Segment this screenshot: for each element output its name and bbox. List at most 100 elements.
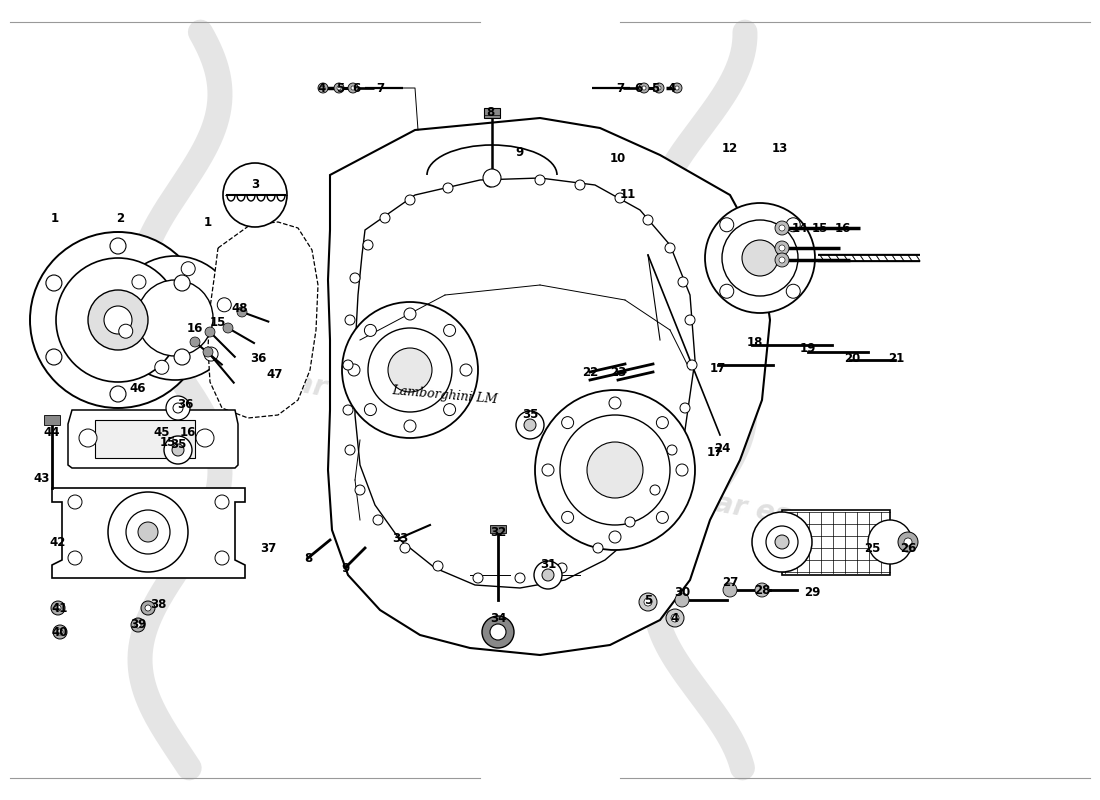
Circle shape [483, 169, 500, 187]
Circle shape [723, 583, 737, 597]
Circle shape [30, 232, 206, 408]
Circle shape [557, 563, 566, 573]
Circle shape [68, 551, 82, 565]
Circle shape [55, 605, 60, 611]
Circle shape [138, 522, 158, 542]
Text: 18: 18 [747, 335, 763, 349]
Text: 12: 12 [722, 142, 738, 154]
Text: 31: 31 [540, 558, 557, 571]
Circle shape [119, 324, 133, 338]
Text: 23: 23 [609, 366, 626, 378]
Circle shape [173, 403, 183, 413]
Circle shape [666, 609, 684, 627]
Circle shape [46, 349, 62, 365]
Circle shape [379, 213, 390, 223]
Circle shape [516, 411, 544, 439]
Text: 20: 20 [844, 351, 860, 365]
Circle shape [56, 258, 180, 382]
Circle shape [473, 573, 483, 583]
Circle shape [343, 405, 353, 415]
Circle shape [443, 325, 455, 337]
Circle shape [405, 195, 415, 205]
Text: 26: 26 [900, 542, 916, 554]
Circle shape [364, 403, 376, 415]
Circle shape [443, 403, 455, 415]
Text: 37: 37 [260, 542, 276, 554]
Circle shape [755, 583, 769, 597]
Circle shape [644, 215, 653, 225]
Circle shape [141, 601, 155, 615]
Circle shape [560, 415, 670, 525]
Circle shape [515, 573, 525, 583]
Circle shape [145, 605, 151, 611]
Text: 36: 36 [177, 398, 194, 411]
Text: 11: 11 [620, 189, 636, 202]
Circle shape [400, 543, 410, 553]
Circle shape [164, 436, 192, 464]
Text: 8: 8 [486, 106, 494, 118]
Circle shape [214, 551, 229, 565]
Circle shape [657, 511, 669, 523]
Circle shape [675, 86, 679, 90]
Text: 25: 25 [864, 542, 880, 554]
Circle shape [131, 618, 145, 632]
Circle shape [113, 256, 236, 380]
Bar [44, 415, 60, 425]
Text: 46: 46 [130, 382, 146, 394]
Text: 13: 13 [772, 142, 788, 154]
Circle shape [688, 360, 697, 370]
Text: 36: 36 [250, 351, 266, 365]
Circle shape [345, 315, 355, 325]
Circle shape [342, 302, 478, 438]
Text: 6: 6 [352, 82, 360, 94]
Circle shape [667, 445, 676, 455]
Text: 44: 44 [44, 426, 60, 438]
Circle shape [321, 86, 324, 90]
Circle shape [218, 298, 231, 312]
Circle shape [404, 308, 416, 320]
Circle shape [654, 83, 664, 93]
Circle shape [776, 241, 789, 255]
Circle shape [110, 238, 126, 254]
Circle shape [485, 177, 495, 187]
Circle shape [214, 495, 229, 509]
Text: 16: 16 [179, 426, 196, 438]
Circle shape [190, 337, 200, 347]
Text: 2: 2 [116, 211, 124, 225]
Circle shape [524, 419, 536, 431]
Circle shape [898, 532, 918, 552]
Text: Lamborghini LM: Lamborghini LM [392, 384, 498, 406]
Circle shape [337, 86, 341, 90]
Text: 7: 7 [616, 82, 624, 94]
Circle shape [345, 445, 355, 455]
Circle shape [404, 420, 416, 432]
Text: 15: 15 [812, 222, 828, 234]
Circle shape [722, 220, 798, 296]
Text: 16: 16 [187, 322, 204, 334]
Circle shape [355, 485, 365, 495]
Bar [490, 525, 506, 533]
Circle shape [104, 306, 132, 334]
Circle shape [657, 417, 669, 429]
Circle shape [166, 396, 190, 420]
Text: 32: 32 [490, 526, 506, 538]
Circle shape [705, 203, 815, 313]
Circle shape [343, 360, 353, 370]
Circle shape [174, 349, 190, 365]
Text: 30: 30 [674, 586, 690, 598]
Circle shape [685, 315, 695, 325]
Text: 45: 45 [154, 426, 170, 438]
Polygon shape [52, 488, 245, 578]
Text: 9: 9 [341, 562, 349, 574]
Circle shape [904, 538, 912, 546]
Circle shape [615, 193, 625, 203]
Circle shape [460, 364, 472, 376]
Circle shape [57, 629, 63, 635]
Circle shape [587, 442, 643, 498]
Text: 1: 1 [51, 211, 59, 225]
Circle shape [138, 280, 213, 356]
Circle shape [364, 325, 376, 337]
Text: 33: 33 [392, 531, 408, 545]
Text: 34: 34 [490, 611, 506, 625]
Circle shape [348, 83, 358, 93]
